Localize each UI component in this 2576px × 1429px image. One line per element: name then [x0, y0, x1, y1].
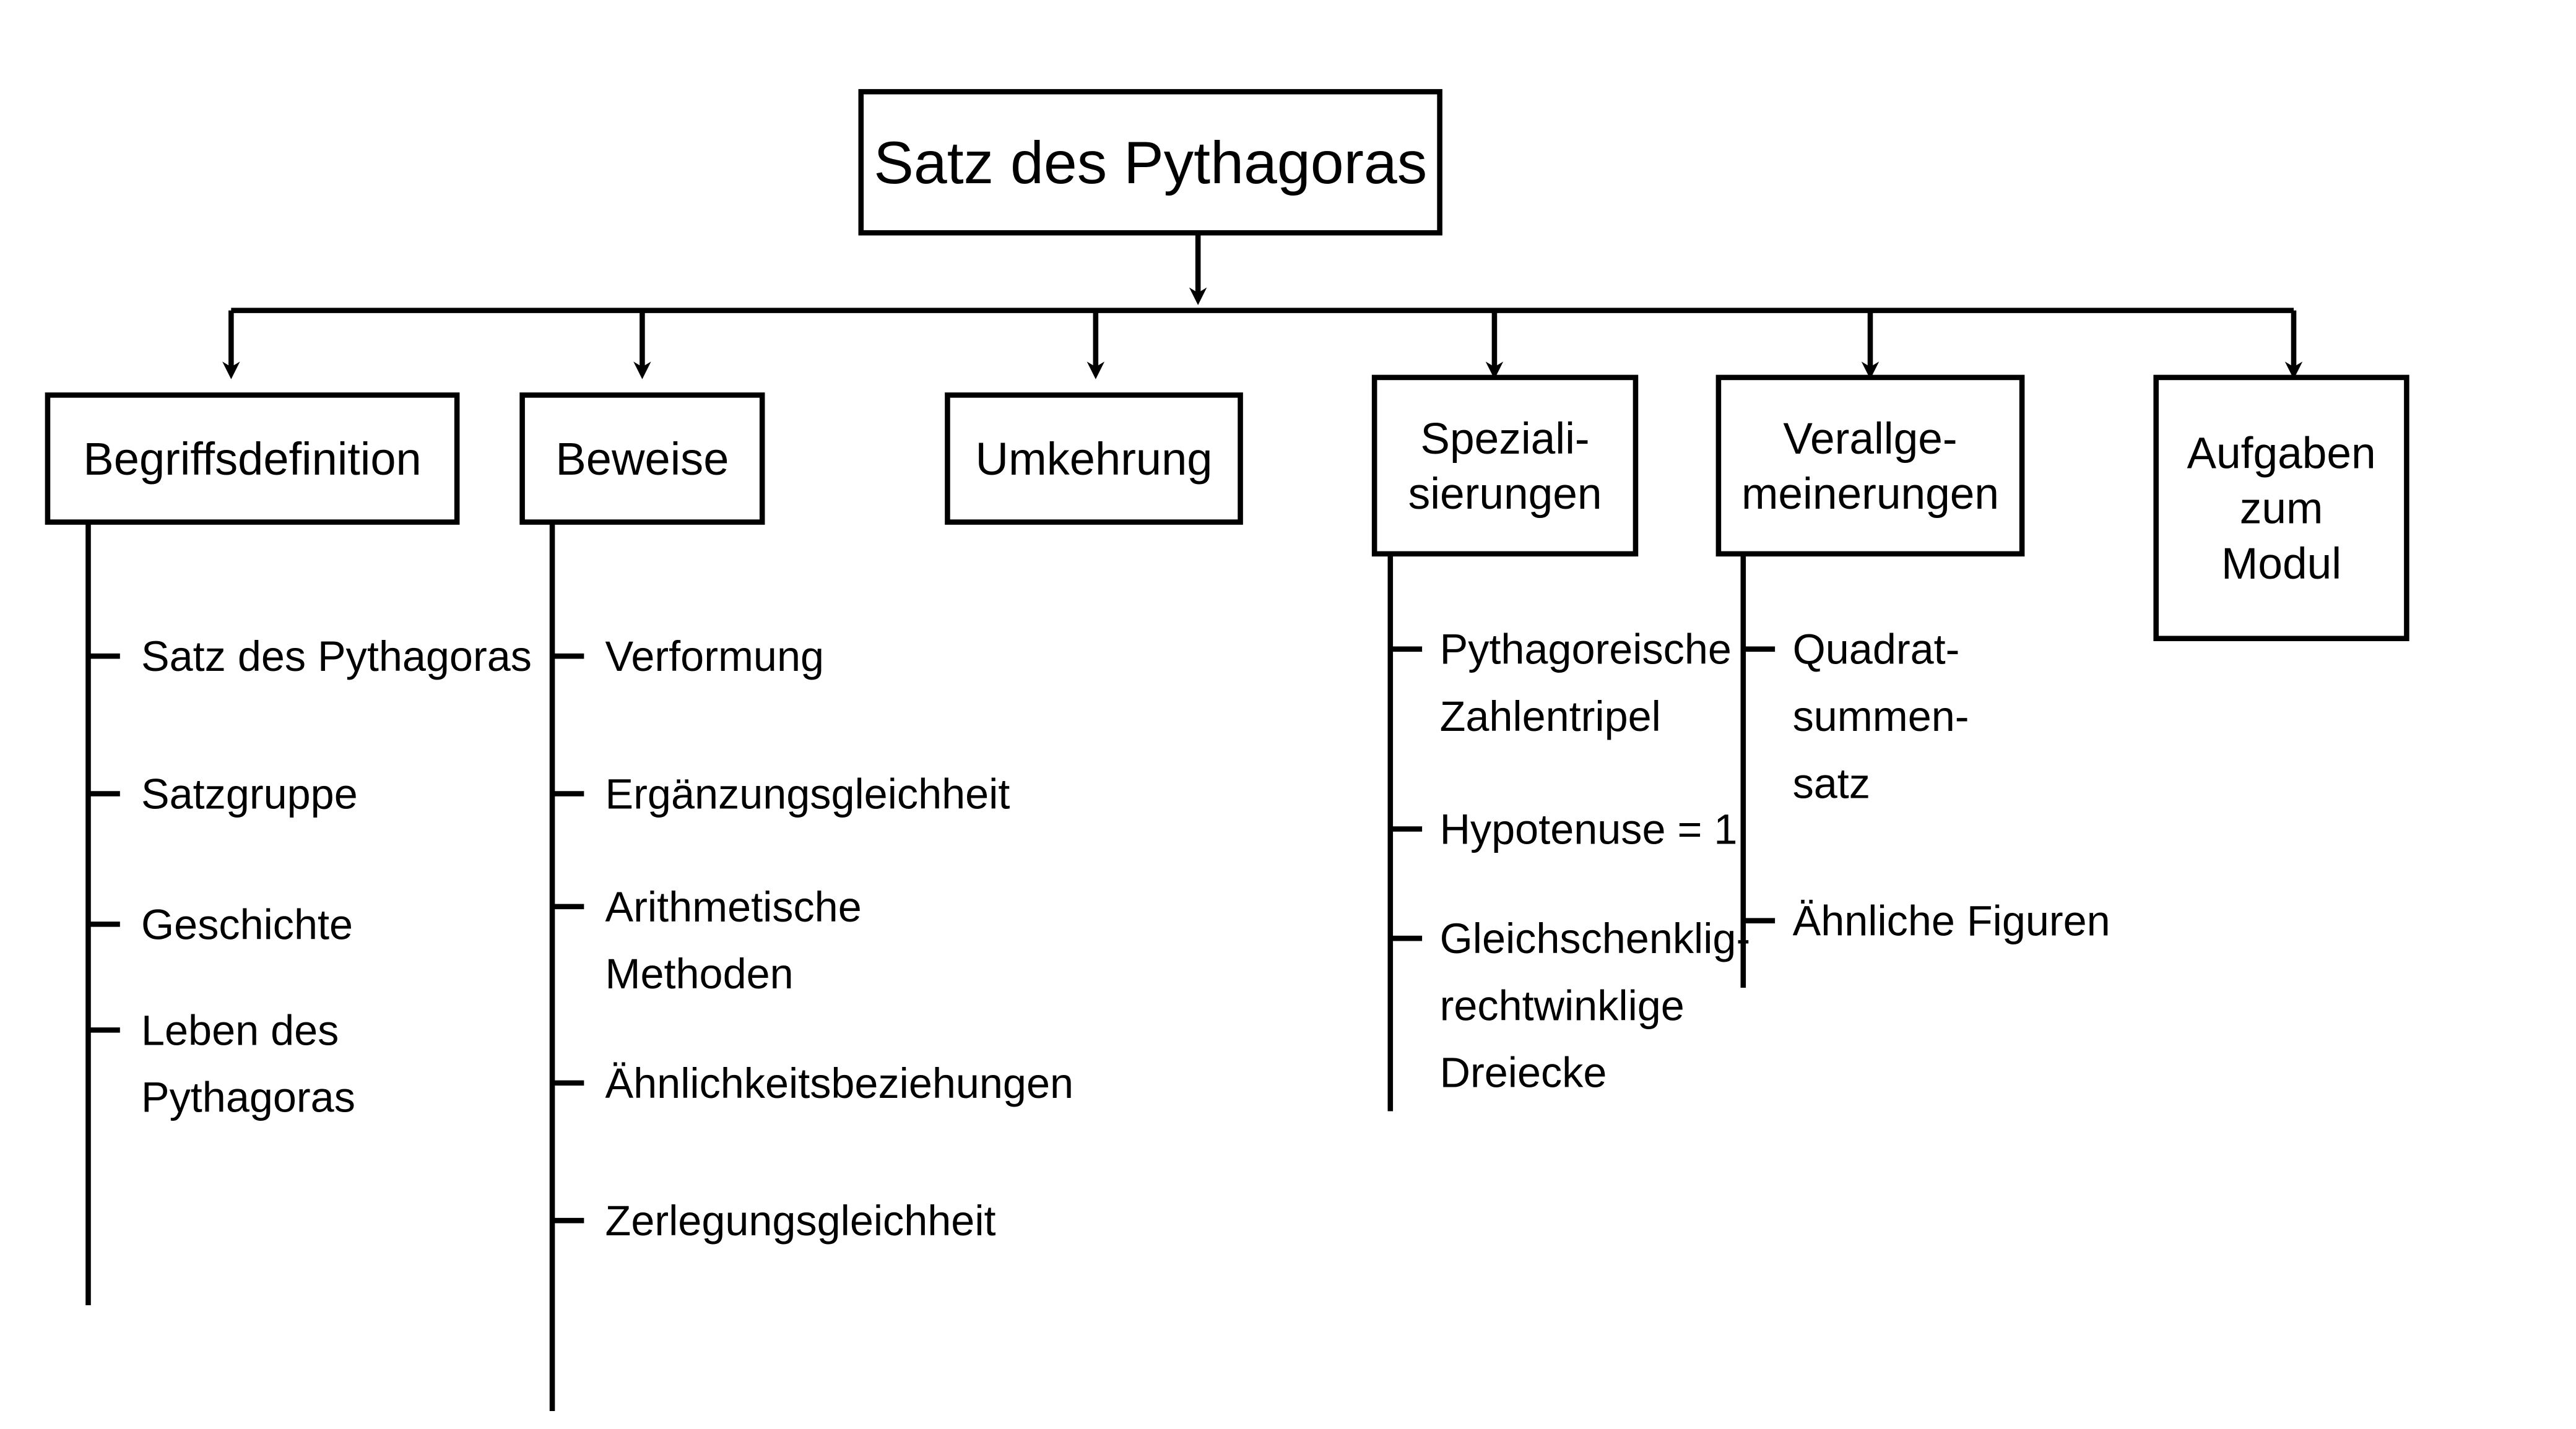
child-verallgemeinerungen-0: Quadrat-summen-satz	[1793, 626, 1969, 808]
child-beweise-3: Ähnlichkeitsbeziehungen	[605, 1060, 1073, 1107]
child-begriffsdefinition-3: Leben desPythagoras	[141, 1007, 355, 1121]
tree-diagram: Satz des Pythagoras Begriffsdefinition Sat…	[0, 0, 2576, 1429]
child-beweise-4: Zerlegungsgleichheit	[605, 1198, 996, 1245]
branch-umkehrung-label: Umkehrung	[976, 433, 1213, 485]
child-begriffsdefinition-1: Satzgruppe	[141, 771, 358, 818]
child-beweise-2: ArithmetischeMethoden	[605, 884, 862, 998]
branch-spezialisierungen-box	[1374, 378, 1636, 554]
child-begriffsdefinition-0: Satz des Pythagoras	[141, 633, 532, 680]
child-begriffsdefinition-2: Geschichte	[141, 901, 353, 948]
branch-begriffsdefinition-label: Begriffsdefinition	[83, 433, 421, 485]
child-spezialisierungen-0: PythagoreischeZahlentripel	[1440, 626, 1732, 740]
child-verallgemeinerungen-1: Ähnliche Figuren	[1793, 898, 2110, 945]
branch-verallgemeinerungen-box	[1719, 378, 2022, 554]
child-spezialisierungen-2: Gleichschenklig-rechtwinkligeDreiecke	[1440, 915, 1751, 1097]
child-spezialisierungen-1: Hypotenuse = 1	[1440, 806, 1738, 853]
child-beweise-1: Ergänzungsgleichheit	[605, 771, 1010, 818]
branch-beweise-label: Beweise	[555, 433, 729, 485]
child-beweise-0: Verformung	[605, 633, 824, 680]
root-label: Satz des Pythagoras	[874, 129, 1427, 196]
